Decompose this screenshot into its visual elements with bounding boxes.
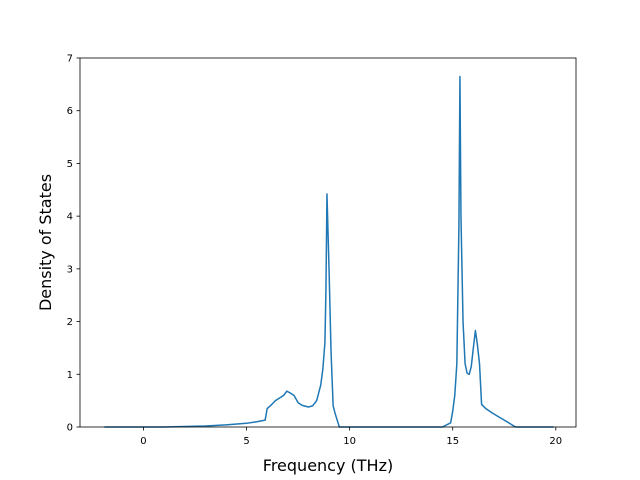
y-tick-label: 0: [67, 423, 73, 434]
y-tick-label: 4: [67, 212, 73, 223]
x-tick-label: 5: [243, 436, 249, 447]
axes-frame: [79, 57, 577, 428]
x-tick-label: 20: [549, 436, 562, 447]
x-tick-label: 0: [140, 436, 146, 447]
x-tick-label: 15: [446, 436, 459, 447]
y-tick-label: 7: [67, 54, 73, 65]
x-axis-label: Frequency (THz): [263, 456, 393, 475]
y-tick-label: 1: [67, 370, 73, 381]
y-tick-label: 2: [67, 317, 73, 328]
x-tick-label: 10: [343, 436, 356, 447]
ticks: 0 5 10 15 20 0 1 2 3 4 5 6 7: [67, 54, 563, 448]
y-tick-label: 5: [67, 159, 73, 170]
y-axis-label: Density of States: [36, 174, 55, 311]
y-tick-label: 3: [67, 264, 73, 275]
y-tick-label: 6: [67, 106, 73, 117]
